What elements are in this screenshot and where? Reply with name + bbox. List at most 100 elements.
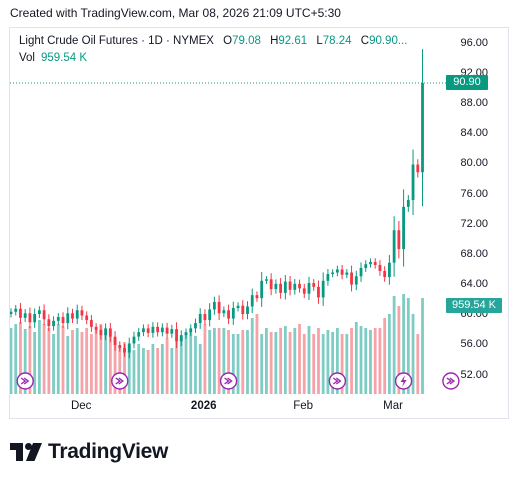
volume-bar (302, 334, 306, 394)
candle-body (146, 328, 150, 333)
candle-body (288, 281, 292, 290)
candle-body (392, 230, 396, 263)
low-value: 78.24 (322, 35, 352, 47)
candle-body (265, 279, 268, 281)
candle-body (108, 328, 112, 337)
tradingview-logo-text: TradingView (48, 440, 169, 463)
volume-bar (203, 324, 207, 394)
volume-bar (288, 332, 292, 394)
candle-body (383, 271, 387, 278)
high-value: 92.61 (278, 35, 308, 47)
candle-body (42, 310, 46, 320)
candle-body (231, 307, 235, 319)
candle-body (156, 326, 160, 333)
candle-body (283, 281, 287, 293)
candle-body (37, 310, 41, 315)
candle-body (378, 264, 382, 271)
volume-bar (66, 336, 70, 394)
volume-bar (250, 318, 254, 394)
volume-bar (113, 338, 117, 394)
volume-bar (146, 350, 150, 394)
volume-bar (108, 330, 112, 394)
price-tick-label: 68.00 (460, 247, 488, 260)
volume-bar (170, 348, 174, 394)
volume-bar (23, 329, 27, 394)
volume-bar (378, 328, 382, 394)
volume-bar (19, 322, 22, 394)
volume-bar (123, 342, 126, 394)
candle-body (151, 326, 155, 333)
last-volume-tag: 959.54 K (446, 298, 502, 313)
candle-body (359, 267, 363, 277)
volume-bar (165, 338, 169, 394)
volume-bar (331, 332, 335, 394)
volume-label: Vol (19, 52, 35, 64)
candle-body (373, 261, 377, 265)
volume-bar (56, 324, 60, 394)
candle-body (28, 313, 32, 323)
candle-body (179, 335, 183, 342)
volume-bar (298, 324, 301, 394)
time-tick-label: Mar (383, 400, 403, 412)
candle-body (104, 328, 107, 336)
volume-bar (388, 314, 391, 394)
volume-bar (383, 318, 387, 394)
candle-body (198, 314, 202, 324)
candle-body (354, 276, 358, 285)
volume-bar (354, 322, 358, 394)
candle-body (350, 272, 353, 285)
candle-body (335, 269, 339, 273)
volume-bar (217, 328, 221, 394)
volume-bar (179, 338, 183, 394)
open-value: 79.08 (232, 35, 261, 47)
volume-bar (142, 348, 145, 394)
candle-body (411, 164, 415, 201)
candle-body (203, 314, 207, 321)
candlestick-chart[interactable] (10, 28, 509, 419)
volume-bar (279, 328, 283, 394)
candle-body (189, 328, 193, 333)
volume-bar (104, 334, 107, 394)
series-legend[interactable]: Light Crude Oil Futures · 1D · NYMEX O79… (19, 35, 407, 47)
volume-bar (373, 328, 377, 394)
candle-body (33, 314, 37, 323)
candle-body (312, 283, 316, 287)
volume-bar (406, 298, 410, 394)
volume-bar (397, 306, 401, 394)
volume-bar (156, 348, 160, 394)
volume-bar (231, 334, 235, 394)
time-tick-label: 2026 (190, 400, 217, 412)
volume-bar (189, 332, 193, 394)
volume-bar (369, 330, 372, 394)
volume-bar (283, 326, 287, 394)
tradingview-logo[interactable]: TradingView (10, 440, 168, 464)
volume-bar (99, 324, 103, 394)
volume-bar (137, 344, 141, 394)
time-tick-label: Dec (70, 400, 92, 412)
volume-legend[interactable]: Vol 959.54 K (19, 52, 87, 64)
candle-body (369, 261, 372, 265)
volume-bar (10, 328, 13, 394)
candle-body (317, 286, 320, 298)
volume-bar (421, 298, 424, 394)
candle-body (208, 309, 212, 321)
double-chevron-icon (115, 377, 124, 385)
high-label: H (270, 35, 279, 47)
volume-bar (307, 326, 311, 394)
volume-bar (269, 332, 273, 394)
volume-bar (265, 328, 268, 394)
volume-bar (33, 332, 37, 394)
candle-body (123, 347, 126, 353)
chart-frame[interactable] (9, 27, 509, 419)
volume-bar (28, 326, 32, 394)
volume-bar (260, 334, 264, 394)
candle-body (94, 326, 98, 330)
candle-body (90, 320, 93, 327)
volume-bar (71, 330, 74, 394)
close-label: C (360, 35, 370, 47)
volume-bar (47, 328, 51, 394)
candle-body (217, 301, 221, 314)
volume-bar (175, 338, 178, 394)
volume-bar (127, 344, 131, 394)
volume-bar (345, 334, 349, 394)
